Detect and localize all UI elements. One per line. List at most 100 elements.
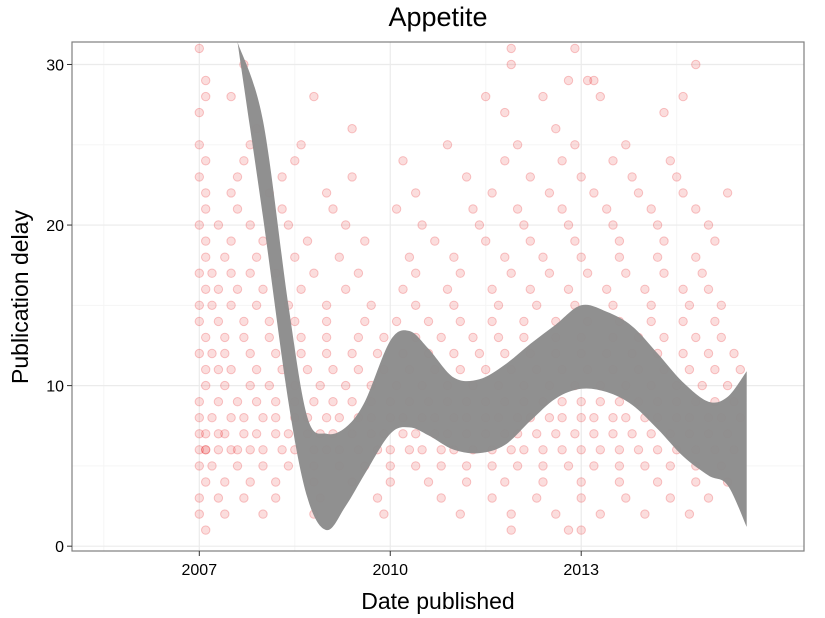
data-point (519, 220, 529, 230)
chart-title: Appetite (388, 2, 487, 32)
data-point (710, 364, 720, 375)
data-point (684, 300, 695, 310)
data-point (251, 364, 262, 375)
data-point (239, 413, 249, 423)
data-point (360, 316, 370, 327)
y-tick-label: 0 (55, 539, 64, 556)
data-point (239, 156, 249, 166)
x-tick-label: 2007 (182, 562, 218, 579)
data-point (290, 316, 300, 327)
data-point (525, 236, 535, 246)
data-point (201, 188, 211, 198)
data-point (576, 413, 586, 423)
plot-panel (72, 42, 804, 551)
data-point (570, 140, 580, 150)
data-point (614, 236, 625, 246)
data-point (360, 236, 370, 246)
data-point (589, 75, 599, 86)
data-point (665, 156, 675, 166)
data-point (608, 429, 618, 439)
data-point (512, 461, 523, 471)
data-point (391, 316, 402, 327)
data-point (697, 268, 707, 278)
data-point (328, 364, 338, 375)
data-point (633, 445, 644, 455)
data-point (239, 493, 249, 503)
data-point (563, 461, 574, 471)
data-point (633, 188, 644, 198)
data-point (652, 252, 663, 262)
data-point (493, 332, 504, 343)
data-point (538, 91, 548, 102)
data-point (194, 300, 205, 310)
data-point (506, 509, 516, 519)
x-tick-label: 2013 (563, 562, 599, 579)
data-point (398, 156, 408, 166)
data-point (309, 91, 319, 102)
data-point (538, 252, 548, 262)
data-point (226, 188, 236, 198)
data-point (220, 348, 230, 359)
x-axis-title: Date published (361, 588, 514, 614)
data-point (608, 413, 618, 423)
data-point (506, 525, 516, 535)
data-point (665, 493, 675, 503)
data-point (347, 124, 357, 134)
data-point (487, 316, 497, 327)
data-point (239, 332, 249, 343)
data-point (213, 445, 224, 455)
data-point (271, 429, 281, 439)
data-point (201, 236, 211, 246)
data-point (194, 445, 205, 455)
data-point (271, 397, 281, 407)
data-point (347, 397, 357, 407)
data-point (194, 172, 205, 182)
data-point (232, 204, 243, 214)
data-point (385, 445, 395, 455)
data-point (608, 220, 618, 230)
data-point (500, 348, 510, 359)
data-point (691, 332, 701, 343)
data-point (627, 429, 637, 439)
data-point (519, 316, 529, 327)
data-point (277, 172, 287, 182)
data-point (646, 204, 656, 214)
data-point (423, 477, 434, 487)
data-point (398, 429, 408, 439)
data-point (194, 493, 205, 503)
data-point (391, 204, 402, 214)
axis-ticks: 2007 2010 2013 0 10 20 30 (46, 57, 599, 579)
data-point (576, 252, 586, 262)
data-point (315, 380, 325, 391)
data-point (436, 332, 446, 343)
data-point (551, 124, 561, 134)
data-point (659, 107, 669, 118)
data-point (449, 252, 459, 262)
data-point (213, 364, 224, 375)
data-point (201, 332, 211, 343)
data-point (245, 220, 255, 230)
data-point (226, 268, 236, 278)
data-point (544, 188, 555, 198)
data-point (411, 268, 421, 278)
data-point (271, 477, 281, 487)
data-point (436, 445, 446, 455)
data-point (194, 397, 205, 407)
data-point (557, 397, 567, 407)
data-point (691, 477, 701, 487)
data-point (678, 348, 688, 359)
data-point (398, 284, 408, 294)
data-point (347, 172, 357, 182)
data-point (232, 397, 243, 407)
data-point (226, 413, 236, 423)
data-point (621, 413, 631, 423)
x-tick-label: 2010 (372, 562, 408, 579)
data-point (258, 284, 268, 294)
data-point (283, 220, 294, 230)
data-point (201, 525, 211, 535)
data-point (608, 156, 618, 166)
data-point (678, 316, 688, 327)
data-point (461, 461, 472, 471)
data-point (430, 236, 440, 246)
data-point (226, 445, 236, 455)
